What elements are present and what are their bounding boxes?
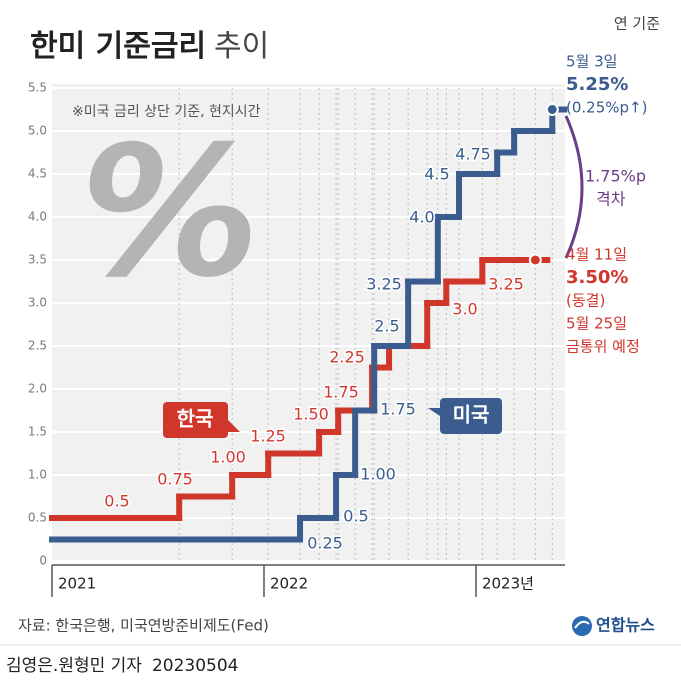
plot-area: 0 0.5 1.0 1.5 2.0 2.5 3.0 3.5 4.0 4.5 5.0 5.5 2021 20… — [28, 81, 568, 597]
gap-note: 1.75%p — [585, 167, 646, 186]
us-note: (0.25%p↑) — [566, 99, 647, 117]
y-tick-label: 5.0 — [28, 124, 47, 138]
legend-box — [163, 402, 240, 438]
value-label: 1.75 — [323, 383, 359, 402]
logo-icon — [574, 620, 590, 629]
korea-note: (동결) — [566, 292, 605, 310]
series-1 — [49, 106, 568, 543]
end-marker — [528, 253, 542, 267]
korea-note: 금통위 예정 — [566, 338, 640, 356]
y-tick-label: 1.0 — [28, 468, 47, 482]
us-note: 5월 3일 — [566, 53, 617, 71]
unit-label: 연 기준 — [614, 15, 660, 33]
credit: 김영은.원형민 기자 20230504 — [6, 656, 238, 676]
value-label: 3.25 — [488, 275, 524, 294]
chart-title: 한미 기준금리 추이 — [30, 29, 269, 64]
value-label: 1.75 — [380, 400, 416, 419]
korea-note: 3.50% — [566, 267, 628, 288]
value-label: 0.75 — [157, 470, 193, 489]
legend-us: 미국 — [428, 398, 502, 434]
end-marker — [545, 103, 559, 116]
value-label: 0.5 — [104, 492, 129, 511]
value-label: 0.25 — [307, 534, 343, 553]
legend-korea: 한국 — [163, 402, 240, 438]
korea-note: 5월 25일 — [566, 315, 627, 333]
value-label: 3.0 — [452, 300, 477, 319]
value-label: 1.25 — [250, 427, 286, 446]
y-tick-label: 0 — [39, 554, 47, 568]
gap-note: 격차 — [596, 190, 626, 209]
title-main: 한미 기준금리 — [30, 29, 206, 64]
credit-name: 김영은.원형민 기자 — [6, 656, 142, 676]
y-tick-label: 2.0 — [28, 382, 47, 396]
source: 자료: 한국은행, 미국연방준비제도(Fed) — [18, 617, 269, 635]
y-tick-label: 5.5 — [28, 81, 47, 95]
x-tick-label: 2023년 — [482, 575, 534, 593]
watermark: % — [80, 108, 260, 317]
y-tick-label: 3.0 — [28, 296, 47, 310]
value-label: 4.0 — [409, 208, 434, 227]
value-label: 4.75 — [455, 145, 491, 164]
value-label: 1.50 — [293, 405, 329, 424]
y-tick-label: 4.0 — [28, 210, 47, 224]
gap-bracket — [564, 115, 584, 259]
x-tick-label: 2021 — [58, 575, 96, 593]
title-suffix: 추이 — [214, 29, 269, 64]
value-label: 2.5 — [374, 317, 399, 336]
value-label: 4.5 — [424, 165, 449, 184]
credit-date: 20230504 — [152, 656, 239, 676]
logo-icon — [572, 616, 592, 636]
value-label: 0.5 — [343, 507, 368, 526]
x-tick-label: 2022 — [270, 575, 308, 593]
korea-note: 4월 11일 — [566, 246, 627, 264]
legend-label: 미국 — [453, 403, 490, 427]
legend-label: 한국 — [177, 407, 214, 431]
plot-background — [52, 84, 565, 561]
y-tick-label: 1.5 — [28, 425, 47, 439]
value-label: 3.25 — [366, 275, 402, 294]
value-label: 1.00 — [210, 448, 246, 467]
value-label: 2.25 — [329, 348, 365, 367]
note: ※미국 금리 상단 기준, 현지시간 — [72, 104, 261, 120]
value-label: 1.00 — [360, 465, 396, 484]
legend-box — [428, 398, 502, 434]
y-tick-label: 2.5 — [28, 339, 47, 353]
y-tick-label: 3.5 — [28, 253, 47, 267]
y-tick-label: 0.5 — [28, 511, 47, 525]
y-tick-label: 4.5 — [28, 167, 47, 181]
us-note: 5.25% — [566, 74, 628, 95]
logo: 연합뉴스 — [596, 616, 655, 635]
